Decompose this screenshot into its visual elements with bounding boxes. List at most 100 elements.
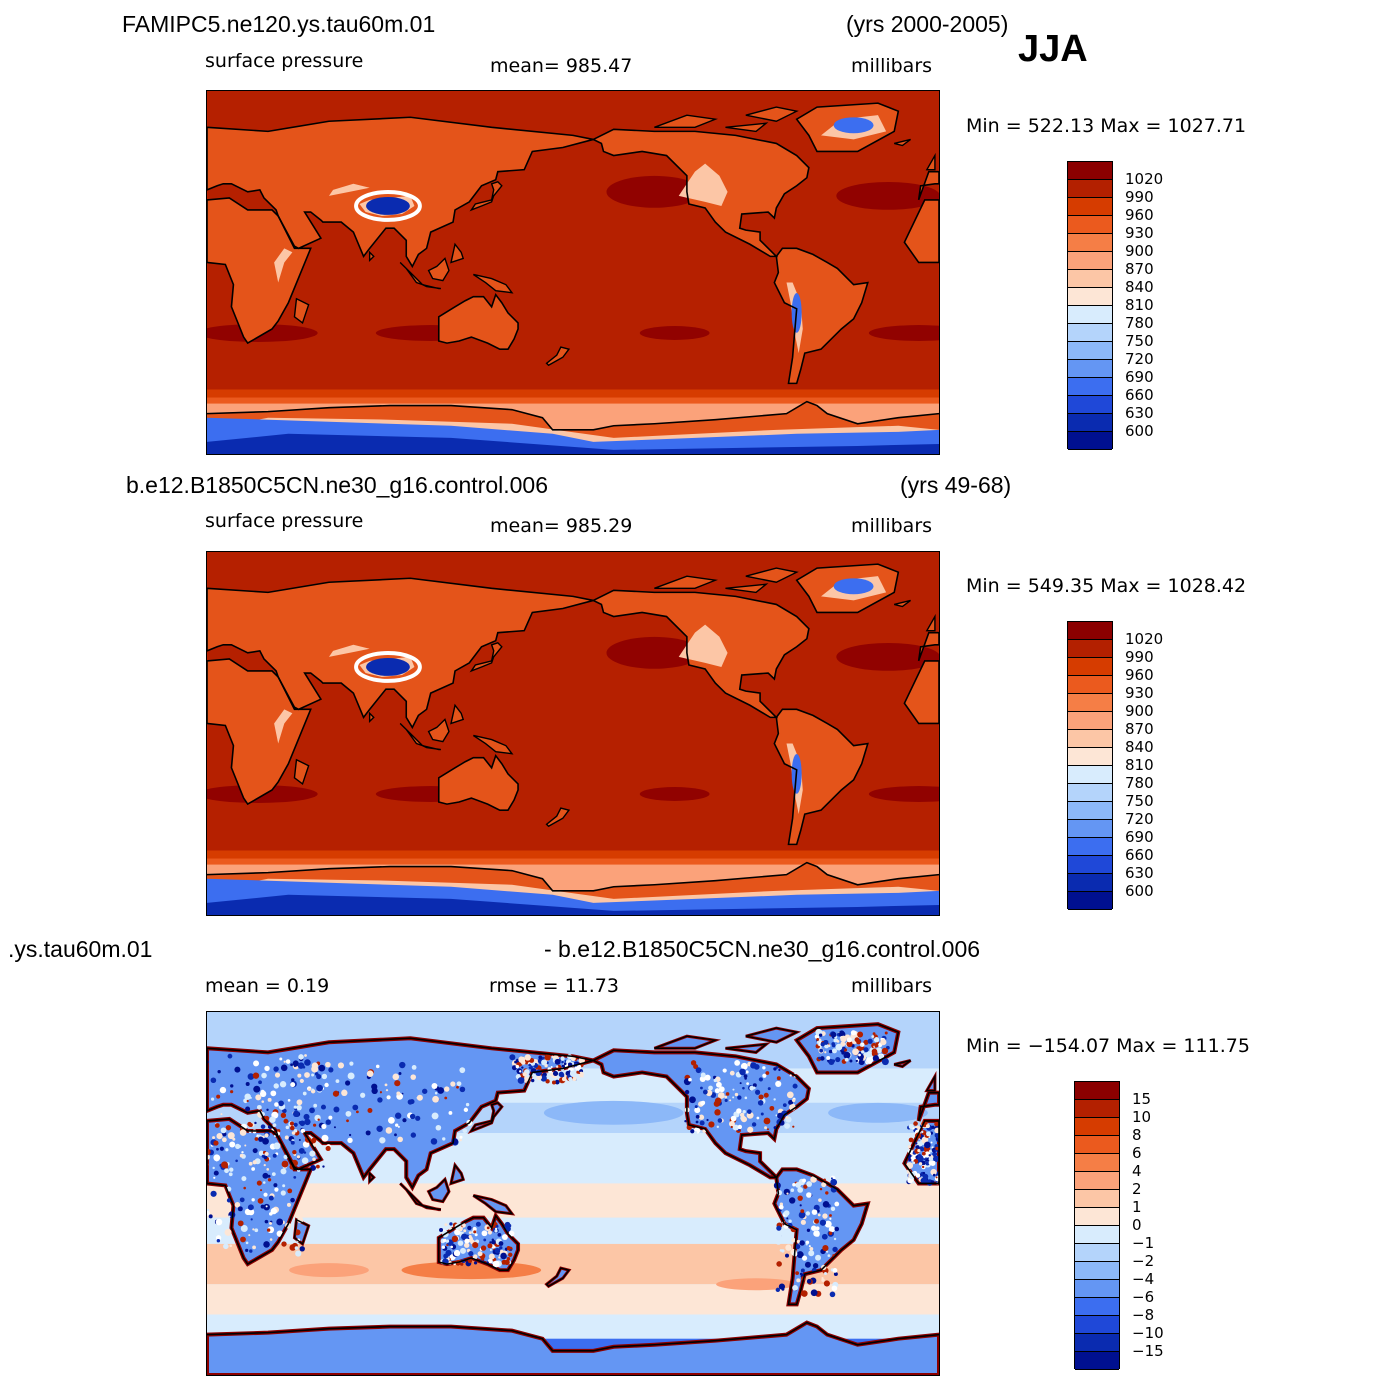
land-noise [487, 1258, 493, 1264]
land-noise [546, 1080, 549, 1083]
coastline [293, 758, 310, 786]
land-noise [213, 1154, 221, 1162]
land-noise [216, 1094, 221, 1099]
land-noise [860, 1044, 863, 1047]
land-noise [311, 1065, 319, 1073]
land-noise [704, 1074, 711, 1081]
land-noise [858, 1053, 861, 1057]
land-noise [310, 1165, 317, 1171]
high-pressure-cell [639, 787, 710, 801]
land-noise [700, 1086, 703, 1090]
colorbar-segment [1068, 162, 1112, 180]
land-noise [813, 1204, 820, 1211]
land-noise [924, 1141, 931, 1149]
land-noise [321, 1073, 328, 1080]
season-label: JJA [1018, 28, 1088, 70]
land-noise [225, 1148, 229, 1152]
land-noise [776, 1261, 782, 1267]
land-noise [540, 1075, 547, 1082]
land-noise [689, 1096, 696, 1104]
land-noise [280, 1168, 287, 1175]
land-noise [815, 1232, 820, 1237]
land-noise [819, 1048, 824, 1053]
land-noise [805, 1211, 811, 1216]
land-noise [230, 1090, 234, 1094]
tibet-ring [354, 651, 422, 683]
land-noise [486, 1226, 490, 1230]
land-noise [792, 1125, 795, 1128]
colorbar-label: 900 [1125, 242, 1154, 260]
colorbar-segment [1068, 694, 1112, 712]
land-noise [473, 1254, 478, 1259]
land-noise [811, 1209, 818, 1215]
land-noise [920, 1177, 927, 1184]
land-noise [229, 1167, 234, 1172]
land-noise [422, 1088, 428, 1094]
land-pressure [918, 632, 939, 661]
land-noise [225, 1124, 232, 1131]
land-noise [487, 1243, 493, 1249]
land-noise [290, 1197, 295, 1203]
land-noise [475, 1221, 481, 1227]
land-noise [746, 1082, 750, 1085]
land-noise [250, 1218, 253, 1221]
land-noise [285, 1059, 291, 1064]
colorbar-label: −6 [1132, 1288, 1155, 1306]
land-noise [833, 1237, 837, 1241]
land-noise [504, 1247, 508, 1250]
land-noise [365, 1130, 371, 1136]
land-noise [278, 1100, 284, 1107]
land-noise [272, 1153, 277, 1158]
land-noise [724, 1098, 728, 1103]
land-noise [255, 1094, 262, 1101]
land-noise [824, 1220, 832, 1228]
colorbar-label: 690 [1125, 828, 1154, 846]
land-noise [797, 1187, 804, 1193]
land-noise [929, 1149, 933, 1153]
coastline [437, 753, 519, 811]
land-noise [849, 1059, 853, 1063]
land-noise [930, 1168, 937, 1176]
land-noise [931, 1125, 935, 1129]
land-noise [825, 1191, 829, 1195]
land-noise [739, 1068, 746, 1076]
land-noise [410, 1132, 417, 1138]
island-pressure [654, 576, 716, 589]
colorbar-segment [1068, 748, 1112, 766]
colorbar-segment [1068, 306, 1112, 324]
high-pressure-cell [868, 325, 939, 341]
land-noise [491, 1239, 496, 1245]
colorbar-label: 990 [1125, 648, 1154, 666]
land-noise [402, 1118, 407, 1123]
land-noise [296, 1104, 302, 1111]
colorbar-label: 2 [1132, 1180, 1142, 1198]
land-noise [758, 1077, 763, 1082]
colorbar-segment [1068, 180, 1112, 198]
coastline [427, 257, 450, 282]
land-noise [934, 1152, 938, 1156]
colorbar-segment [1068, 712, 1112, 730]
coastline [450, 1163, 465, 1185]
land-noise [248, 1122, 253, 1127]
coastline [427, 718, 450, 743]
land-pressure [207, 658, 311, 805]
land-noise [830, 1178, 838, 1186]
land-noise [826, 1055, 831, 1060]
coastline [725, 122, 769, 133]
land-noise [538, 1055, 543, 1060]
land-noise [935, 1176, 938, 1179]
colorbar-segment [1068, 802, 1112, 820]
land-noise [207, 1148, 211, 1156]
land-noise [274, 1072, 281, 1078]
land-noise [297, 1062, 305, 1069]
land-noise [223, 1243, 229, 1250]
land-noise [304, 1118, 311, 1126]
land-noise [700, 1072, 706, 1078]
coastline [399, 722, 424, 747]
coastline [795, 1023, 900, 1074]
land-noise [684, 1120, 687, 1123]
coastline [894, 1059, 911, 1068]
land-noise [818, 1033, 823, 1037]
land-noise [295, 1250, 302, 1257]
land-noise [861, 1050, 865, 1054]
